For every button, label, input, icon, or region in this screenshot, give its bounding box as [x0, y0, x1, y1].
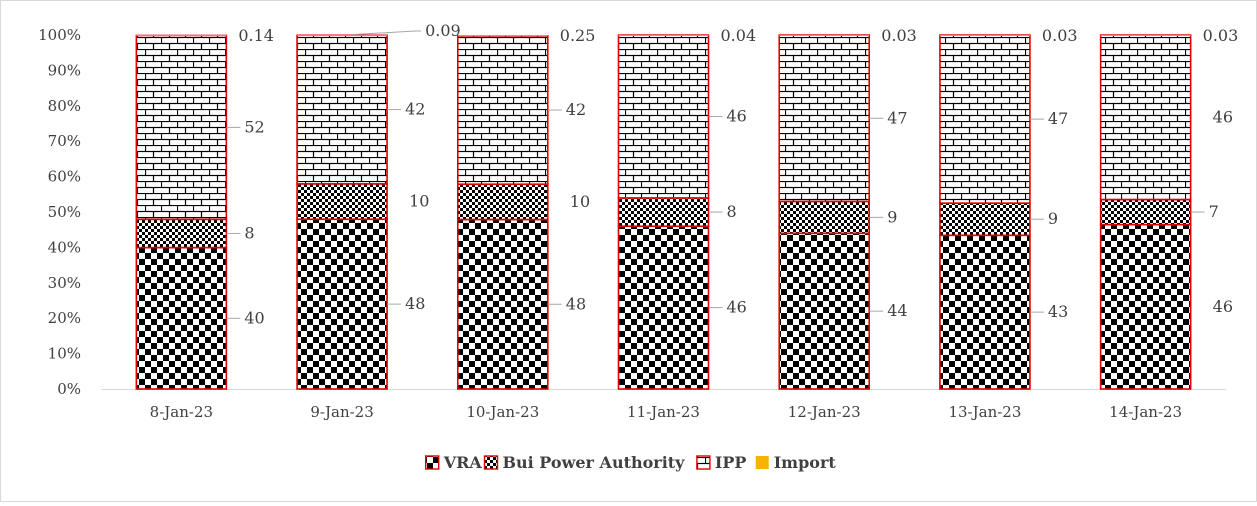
legend-swatch [483, 455, 499, 470]
bar-segment-import [457, 35, 548, 36]
x-tick-label: 8-Jan-23 [150, 403, 213, 421]
bar-segment-vra [456, 218, 549, 390]
x-tick-label: 11-Jan-23 [627, 403, 700, 421]
bar-segment-vra [617, 225, 710, 390]
x-tick-label: 13-Jan-23 [948, 403, 1021, 421]
bars-layer [135, 34, 1192, 390]
data-label: 0.03 [881, 26, 917, 45]
data-label: 0.25 [560, 26, 596, 45]
data-label: 42 [405, 100, 425, 119]
bar-segment-vra [939, 234, 1031, 390]
data-label: 9 [1048, 209, 1058, 228]
bar-segment-vra [296, 218, 388, 390]
data-label: 10 [570, 192, 590, 211]
y-tick-label: 90% [48, 61, 81, 79]
y-tick-label: 40% [48, 238, 81, 256]
bar-segment-bui-power-authority [939, 202, 1031, 237]
legend-swatch [755, 456, 769, 469]
bar-segment-ipp [296, 34, 388, 185]
legend-label: IPP [715, 453, 747, 472]
y-tick-label: 0% [57, 380, 81, 398]
x-tick-label: 14-Jan-23 [1109, 403, 1182, 421]
axis-layer: 0% 10% 20% 30% 40% 50% 60% 70% 80% 90% 100% 8-Jan-2… [38, 26, 1226, 421]
bar-segment-import [136, 35, 227, 36]
legend-swatch [696, 455, 711, 470]
bar-segment-vra [778, 232, 871, 390]
x-tick-label: 9-Jan-23 [310, 403, 373, 421]
bar-segment-bui-power-authority [617, 197, 710, 228]
legend-label: Import [774, 453, 837, 472]
bar-segment-ipp [939, 34, 1031, 204]
bar-segment-import [297, 35, 388, 36]
bar-segment-bui-power-authority [135, 218, 228, 249]
bar-segment-ipp [778, 34, 871, 203]
bar-segment-import [1100, 35, 1191, 36]
bar-segment-ipp [617, 34, 710, 199]
data-label: 0.14 [238, 26, 274, 45]
data-label: 40 [244, 308, 264, 327]
data-label: 10 [409, 192, 429, 211]
y-tick-label: 30% [48, 274, 81, 292]
bar-segment-ipp [135, 34, 228, 221]
data-label: 46 [727, 298, 747, 317]
data-label: 47 [887, 108, 907, 127]
y-tick-label: 100% [38, 26, 81, 44]
bar-segment-bui-power-authority [778, 200, 871, 235]
bar-segment-bui-power-authority [456, 183, 549, 221]
y-tick-label: 20% [48, 309, 81, 327]
x-tick-label: 12-Jan-23 [788, 403, 861, 421]
data-label: 0.03 [1203, 26, 1239, 45]
x-tick-label: 10-Jan-23 [466, 403, 539, 421]
data-label: 7 [1209, 202, 1219, 221]
data-label: 46 [1213, 107, 1233, 126]
legend-label: Bui Power Authority [503, 453, 686, 472]
data-label: 43 [1048, 302, 1068, 321]
bar-segment-bui-power-authority [296, 183, 388, 221]
data-label: 46 [1213, 297, 1233, 316]
y-tick-label: 10% [48, 345, 81, 363]
data-label: 0.09 [425, 21, 461, 40]
y-tick-label: 60% [48, 168, 81, 186]
data-label: 46 [727, 107, 747, 126]
bar-segment-ipp [1099, 34, 1192, 201]
data-label: 8 [727, 202, 737, 221]
data-label: 48 [566, 294, 586, 313]
data-labels-layer: 40 8 52 0.14 48 10 42 0.09 48 10 42 0.25 46 8 46 0.04 44… [226, 21, 1238, 327]
y-tick-label: 80% [48, 97, 81, 115]
data-label: 42 [566, 100, 586, 119]
data-label: 48 [405, 294, 425, 313]
bar-segment-vra [1099, 223, 1192, 390]
data-label: 0.03 [1042, 26, 1078, 45]
data-label: 52 [244, 117, 264, 136]
bar-segment-vra [135, 246, 228, 390]
legend-label: VRA [443, 453, 483, 472]
bar-segment-import [779, 35, 870, 36]
y-tick-label: 70% [48, 132, 81, 150]
leader-line [354, 30, 422, 35]
data-label: 47 [1048, 109, 1068, 128]
legend-swatch [425, 455, 440, 470]
data-label: 0.04 [721, 26, 757, 45]
bar-segment-bui-power-authority [1099, 198, 1192, 226]
data-label: 9 [887, 207, 897, 226]
data-label: 44 [887, 301, 907, 320]
y-tick-label: 50% [48, 203, 81, 221]
bar-segment-import [939, 35, 1030, 36]
data-label: 8 [244, 223, 254, 242]
bar-segment-ipp [456, 35, 549, 185]
legend: VRA Bui Power Authority IPP Import [425, 453, 837, 472]
bar-segment-import [618, 35, 709, 36]
